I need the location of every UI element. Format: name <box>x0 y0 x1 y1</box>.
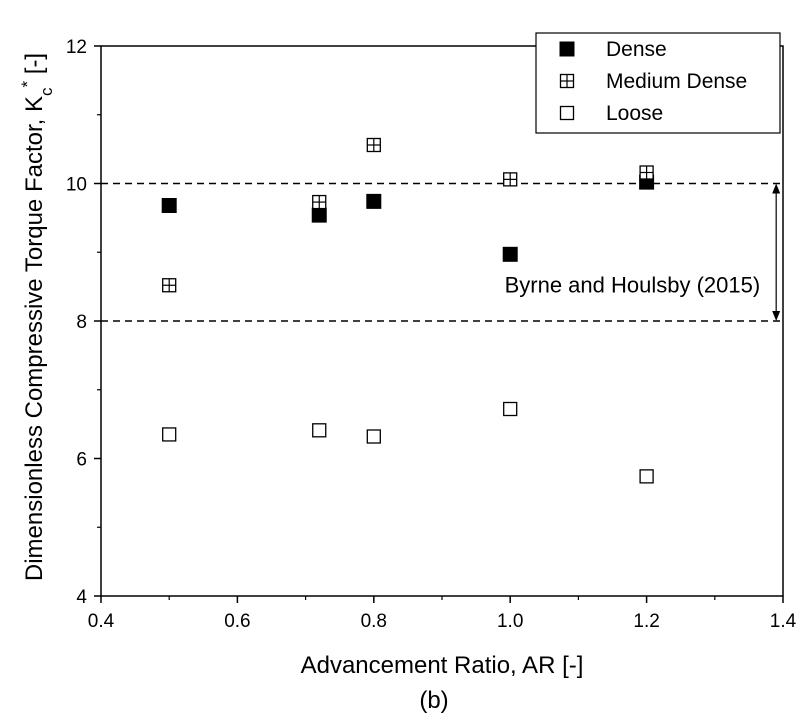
reference-lines <box>101 182 783 322</box>
data-point <box>366 429 381 444</box>
annotation-label: Byrne and Houlsby (2015) <box>505 272 761 297</box>
legend-item: Dense <box>559 38 667 61</box>
figure-caption: (b) <box>419 687 448 714</box>
x-tick-label: 0.4 <box>88 611 115 632</box>
axis-ticks: 0.4 0.6 0.8 1.0 1.2 1.4 4 6 8 10 12 <box>66 37 797 632</box>
data-point <box>162 427 177 442</box>
data-point <box>161 198 177 213</box>
data-point <box>311 207 327 223</box>
series-dense <box>161 174 655 262</box>
x-tick-label: 1.0 <box>497 611 523 632</box>
data-point <box>312 194 327 210</box>
data-point <box>502 246 518 262</box>
y-axis-title: Dimensionless Compressive Torque Factor,… <box>18 53 56 581</box>
y-tick-label: 4 <box>76 587 87 608</box>
data-point <box>162 278 177 293</box>
series-medium-dense <box>162 137 654 293</box>
data-point <box>503 401 518 417</box>
data-point <box>503 172 518 187</box>
legend-label: Loose <box>606 102 663 125</box>
data-point <box>639 469 654 484</box>
legend-marker <box>559 73 575 89</box>
data-point <box>366 137 381 153</box>
data-point <box>366 193 382 209</box>
legend-item: Medium Dense <box>559 70 747 93</box>
x-axis-title: Advancement Ratio, AR [-] <box>301 652 584 679</box>
series-loose <box>162 401 654 484</box>
data-points <box>161 137 655 484</box>
data-point <box>312 423 327 438</box>
y-tick-label: 12 <box>66 37 87 58</box>
y-tick-label: 6 <box>76 450 87 471</box>
legend-label: Medium Dense <box>606 70 747 93</box>
y-axis-title-main: Dimensionless Compressive Torque Factor,… <box>21 96 48 581</box>
x-tick-label: 0.8 <box>361 611 387 632</box>
data-point <box>639 165 654 180</box>
legend-label: Dense <box>606 38 667 61</box>
legend-item: Loose <box>559 102 663 125</box>
annotation-arrow <box>772 183 781 321</box>
legend: Dense Medium Dense Loose <box>535 32 781 134</box>
annotation: Byrne and Houlsby (2015) <box>505 183 781 321</box>
legend-marker <box>559 41 575 57</box>
y-axis-title-subscript: c <box>37 87 56 96</box>
x-tick-label: 1.2 <box>633 611 659 632</box>
y-tick-label: 10 <box>66 175 87 196</box>
y-axis-title-superscript: * <box>18 81 37 88</box>
x-tick-label: 0.6 <box>224 611 250 632</box>
legend-box <box>535 32 781 134</box>
x-tick-label: 1.4 <box>770 611 797 632</box>
legend-marker <box>559 105 575 121</box>
y-axis-title-unit: [-] <box>21 53 48 81</box>
y-tick-label: 8 <box>76 312 87 333</box>
